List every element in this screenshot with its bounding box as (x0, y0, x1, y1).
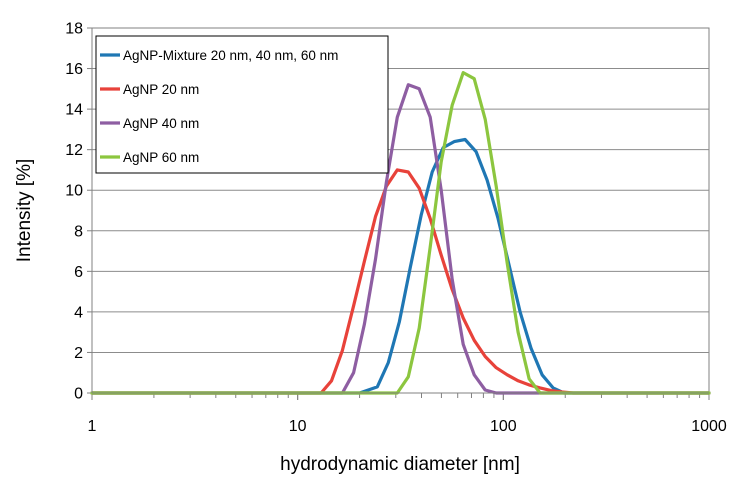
y-tick-label: 4 (74, 304, 83, 321)
series-line-1 (90, 137, 711, 395)
x-tick-label: 10 (289, 418, 307, 435)
y-axis-title: Intensity [%] (14, 159, 35, 263)
y-tick-label: 2 (74, 345, 83, 362)
x-axis-title: hydrodynamic diameter [nm] (280, 454, 520, 475)
y-tick-label: 12 (65, 142, 83, 159)
series-line-2 (90, 168, 711, 395)
y-tick-label: 8 (74, 223, 83, 240)
series-lines (90, 71, 711, 395)
legend-label: AgNP 20 nm (123, 82, 199, 97)
x-tick-label: 100 (490, 418, 517, 435)
y-tick-label: 14 (65, 102, 83, 119)
x-tick-labels: 1 10 100 1000 (88, 418, 727, 435)
y-tick-label: 6 (74, 264, 83, 281)
y-tick-label: 18 (65, 21, 83, 38)
y-tick-label: 10 (65, 183, 83, 200)
y-tick-label: 16 (65, 61, 83, 78)
y-tick-labels: 0 2 4 6 8 10 12 14 16 18 (65, 21, 83, 403)
legend-label: AgNP 60 nm (123, 150, 199, 165)
x-tick-label: 1 (88, 418, 97, 435)
x-tick-label: 1000 (691, 418, 727, 435)
series-line-3 (90, 83, 711, 395)
legend-box (95, 35, 389, 174)
series-line-4 (90, 71, 711, 395)
legend-label: AgNP-Mixture 20 nm, 40 nm, 60 nm (123, 48, 338, 63)
legend-label: AgNP 40 nm (123, 116, 199, 131)
legend: AgNP-Mixture 20 nm, 40 nm, 60 nm AgNP 20 … (95, 35, 389, 174)
y-tick-label: 0 (74, 386, 83, 403)
